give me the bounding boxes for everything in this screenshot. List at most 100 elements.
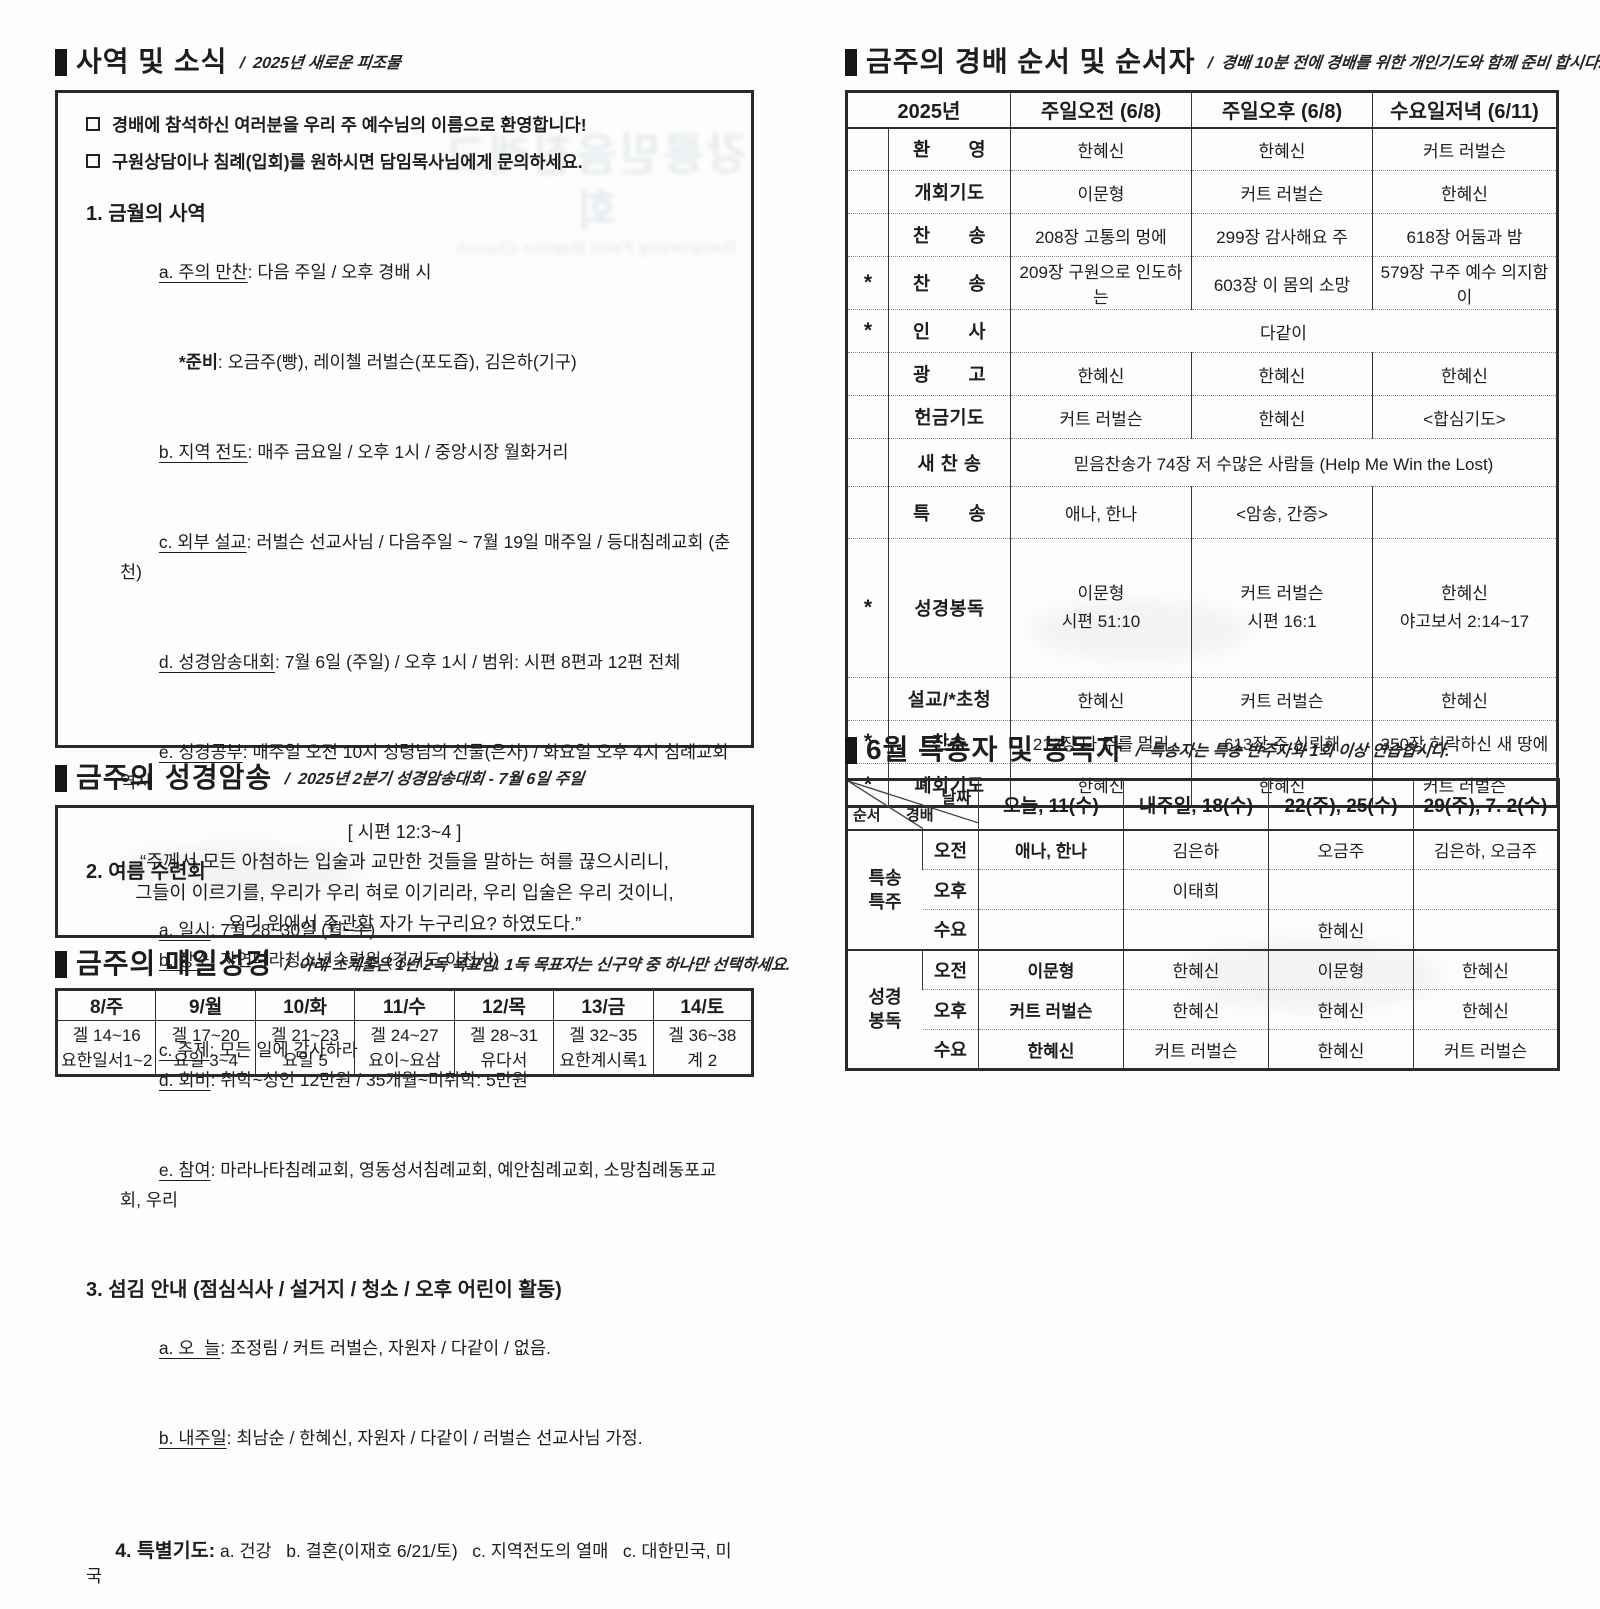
worship-row-scripture-reading: * 성경봉독 이문형 시편 51:10 커트 러벌슨 시편 16:1 한혜신 야고보서…	[846, 538, 1558, 678]
daily-reading-cell: 겔 36~38 계 2	[652, 1020, 754, 1076]
sub-label: 오전	[922, 948, 979, 990]
sub-label: 오후	[922, 989, 979, 1030]
reader-cell: 이문형	[978, 948, 1124, 990]
section-serving: 3. 섬김 안내 (점심식사 / 설거지 / 청소 / 오후 어린이 활동) a…	[76, 1277, 737, 1483]
singers-readers-table: 날짜 순서 경배 오늘, 11(수) 내주일, 18(수) 22(주), 25(…	[845, 778, 1560, 1071]
section-title-singers: 6월 특송자 및 봉독자 / 특송자는 특송 반주자와 1회 이상 연습합시다.	[845, 736, 1451, 764]
assignment-cell: 이문형	[1010, 170, 1192, 214]
verse-line: “주께서 모든 아첨하는 입술과 교만한 것들을 말하는 혀를 끊으시리니,	[140, 851, 669, 872]
reader-cell: 한혜신	[1123, 948, 1269, 990]
worship-item-label: 인 사	[888, 309, 1011, 353]
singer-cell: 김은하, 오금주	[1413, 828, 1559, 870]
assignment-cell: <암송, 간증>	[1191, 486, 1373, 539]
checkbox-icon	[86, 117, 100, 131]
corner-label-worship: 경배	[906, 806, 934, 824]
diagonal-corner-cell: 날짜 순서 경배	[847, 780, 979, 830]
worship-col-header: 주일오전 (6/8)	[1010, 91, 1192, 129]
assignment-cell: 애나, 한나	[1010, 486, 1192, 539]
singers-row-wednesday: 수요 한혜신	[847, 909, 1559, 950]
worship-row-offering-prayer: 헌금기도 커트 러벌슨 한혜신 <합심기도>	[846, 395, 1558, 439]
star-cell	[846, 352, 889, 396]
reader-cell: 한혜신	[1268, 1029, 1414, 1070]
star-cell	[846, 486, 889, 539]
daily-day-header: 11/수	[354, 989, 455, 1021]
singer-cell	[1123, 909, 1269, 950]
notice-text: 경배에 참석하신 여러분을 우리 주 예수님의 이름으로 환영합니다!	[112, 115, 587, 135]
assignment-cell: 커트 러벌슨	[1191, 170, 1373, 214]
section-monthly-ministry: 1. 금월의 사역 a. 주의 만찬: 다음 주일 / 오후 경배 시 *준비:…	[76, 201, 737, 827]
section-title-news: 사역 및 소식 / 2025년 새로운 피조물	[55, 48, 403, 76]
daily-day-header: 9/월	[155, 989, 256, 1021]
checkbox-icon	[86, 154, 100, 168]
star-cell	[846, 438, 889, 487]
singer-cell: 김은하	[1123, 828, 1269, 870]
serving-item: a. 오 늘: 조정림 / 커트 러벌슨, 자원자 / 다같이 / 없음.	[158, 1338, 551, 1358]
worship-order-table: 2025년 주일오전 (6/8) 주일오후 (6/8) 수요일저녁 (6/11)…	[845, 90, 1559, 808]
section-heading: 1. 금월의 사역	[86, 203, 206, 225]
section-title-worship-order: 금주의 경배 순서 및 순서자 / 경배 10분 전에 경배를 위한 개인기도와…	[845, 48, 1600, 76]
daily-day-header: 13/금	[553, 989, 654, 1021]
special-prayer-heading: 4. 특별기도:	[115, 1540, 216, 1562]
worship-col-header: 주일오후 (6/8)	[1191, 91, 1373, 129]
assignment-cell: 한혜신	[1372, 352, 1558, 396]
daily-reading-cell: 겔 21~23 요일 5	[254, 1020, 356, 1076]
daily-subtitle: / 아래 스케줄은 1년 2독 목표임. 1독 목표자는 신구약 중 하나만 선…	[284, 957, 792, 974]
singer-cell	[978, 909, 1124, 950]
assignment-cell: 커트 러벌슨	[1191, 677, 1373, 721]
verse-reference: [ 시편 12:3~4 ]	[347, 822, 462, 842]
worship-row-special-song: 특 송 애나, 한나 <암송, 간증>	[846, 486, 1558, 539]
worship-row-announcements: 광 고 한혜신 한혜신 한혜신	[846, 352, 1558, 396]
worship-row-new-hymn: 새 찬 송 믿음찬송가 74장 저 수많은 사람들 (Help Me Win t…	[846, 438, 1558, 487]
assignment-cell: 한혜신	[1372, 170, 1558, 214]
news-subtitle: / 2025년 새로운 피조물	[239, 55, 403, 72]
retreat-item: e. 참여: 마라나타침례교회, 영동성서침례교회, 예안침례교회, 소망침례동…	[120, 1160, 717, 1210]
worship-row-welcome: 환 영 한혜신 한혜신 커트 러벌슨	[846, 127, 1558, 171]
title-marker	[845, 49, 857, 76]
serving-item: b. 내주일: 최남순 / 한혜신, 자원자 / 다같이 / 러벌슨 선교사님 …	[158, 1428, 643, 1448]
worship-item-label: 찬 송	[888, 213, 1011, 257]
reader-cell: 한혜신	[1413, 989, 1559, 1030]
singer-cell: 이태희	[1123, 869, 1269, 910]
star-cell: *	[846, 309, 889, 353]
notice-text: 구원상담이나 침례(입회)를 원하시면 담임목사님에게 문의하세요.	[112, 152, 583, 172]
assignment-cell: 613장 주 신뢰해	[1191, 720, 1373, 764]
memory-title: 금주의 성경암송	[76, 762, 273, 793]
assignment-cell: <합심기도>	[1372, 395, 1558, 439]
section-heading: 2. 여름 수련회	[86, 861, 206, 883]
worship-item-label: 환 영	[888, 127, 1011, 171]
daily-reading-cell: 겔 17~20 요일 3~4	[155, 1020, 256, 1076]
section-heading: 3. 섬김 안내 (점심식사 / 설거지 / 청소 / 오후 어린이 활동)	[86, 1279, 562, 1301]
assignment-cell-merged: 믿음찬송가 74장 저 수많은 사람들 (Help Me Win the Los…	[1010, 438, 1558, 487]
assignment-cell: 603장 이 몸의 소망	[1191, 256, 1373, 310]
singer-cell: 한혜신	[1268, 909, 1414, 950]
star-cell	[846, 127, 889, 171]
worship-row-hymn: 찬 송 208장 고통의 멍에 299장 감사해요 주 618장 어둠과 밤	[846, 213, 1558, 257]
worship-item-label: 찬 송	[888, 256, 1011, 310]
singer-cell: 오금주	[1268, 828, 1414, 870]
star-cell	[846, 170, 889, 214]
worship-year-header: 2025년	[846, 91, 1011, 129]
assignment-cell	[1372, 486, 1558, 539]
worship-title: 금주의 경배 순서 및 순서자	[866, 46, 1196, 77]
assignment-cell: 618장 어둠과 밤	[1372, 213, 1558, 257]
readers-row-wednesday: 수요 한혜신 커트 러벌슨 한혜신 커트 러벌슨	[847, 1029, 1559, 1070]
singer-cell	[978, 869, 1124, 910]
worship-item-label: 헌금기도	[888, 395, 1011, 439]
assignment-cell: 한혜신 야고보서 2:14~17	[1372, 538, 1558, 678]
star-cell	[846, 677, 889, 721]
worship-item-label: 특 송	[888, 486, 1011, 539]
reader-cell: 커트 러벌슨	[1123, 1029, 1269, 1070]
assignment-cell: 커트 러벌슨	[1372, 127, 1558, 171]
worship-row-opening-prayer: 개회기도 이문형 커트 러벌슨 한혜신	[846, 170, 1558, 214]
ministry-item: *준비: 오금주(빵), 레이첼 러벌슨(포도즙), 김은하(기구)	[178, 352, 577, 372]
singers-row-morning: 특송 특주 오전 애나, 한나 김은하 오금주 김은하, 오금주	[846, 828, 1559, 950]
verse-line: 우리 위에서 주관할 자가 누구리요? 하였도다.”	[227, 913, 582, 934]
title-marker	[845, 737, 857, 764]
worship-row-greeting: * 인 사 다같이	[846, 309, 1558, 353]
ministry-item: d. 성경암송대회: 7월 6일 (주일) / 오후 1시 / 범위: 시편 8…	[158, 652, 681, 672]
worship-row-closing-hymn: * 찬송 213장 나 주를 멀리 613장 주 신뢰해 350장 허락하신 새…	[846, 720, 1558, 764]
ministry-item: e. 성경공부: 매주일 오전 10시 성령님의 선물(은사) / 화요일 오후…	[120, 742, 734, 792]
corner-label-order: 순서	[853, 806, 881, 824]
daily-reading-cell: 겔 24~27 요이~요삼	[354, 1020, 455, 1076]
star-cell: *	[846, 256, 889, 310]
